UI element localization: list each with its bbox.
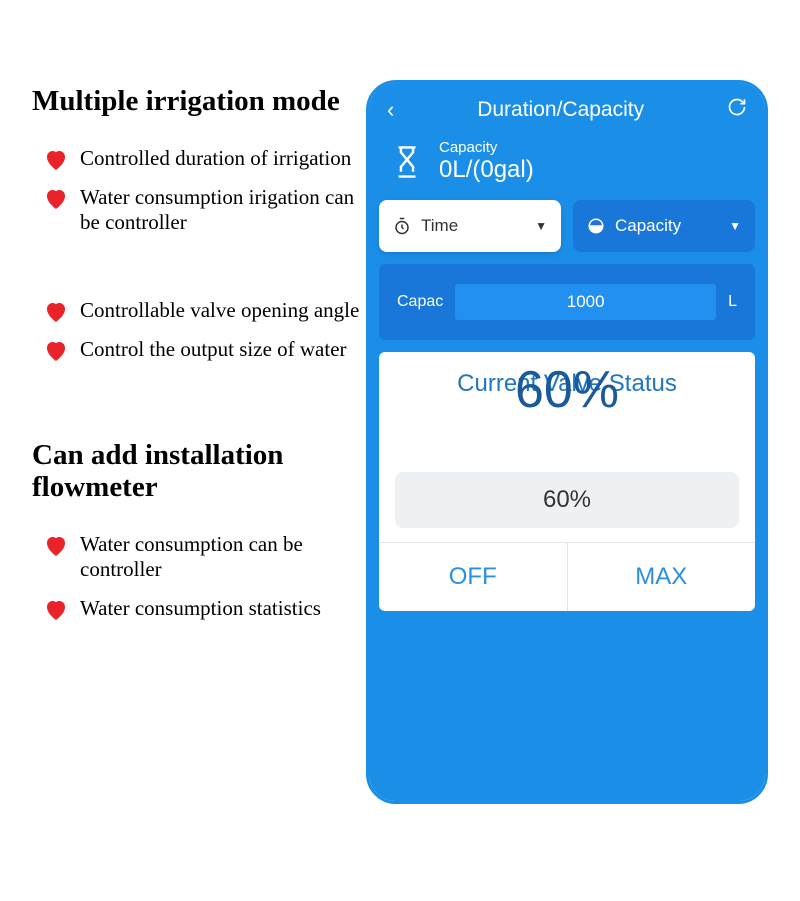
bullet-text: Water consumption can be controller xyxy=(80,532,362,582)
chevron-down-icon: ▼ xyxy=(535,219,547,233)
header-title: Duration/Capacity xyxy=(477,98,644,122)
tabs: Time ▼ Capacity ▼ xyxy=(369,200,765,252)
max-button[interactable]: MAX xyxy=(567,543,756,611)
capacity-label: Capacity xyxy=(439,139,534,156)
tab-time[interactable]: Time ▼ xyxy=(379,200,561,252)
phone-mockup: ‹ Duration/Capacity Capacity 0L/(0gal) T… xyxy=(366,80,768,804)
bullet-item: Water consumption statistics xyxy=(32,596,362,621)
tab-time-label: Time xyxy=(421,216,525,236)
bullet-item: Water consumption can be controller xyxy=(32,532,362,582)
chevron-down-icon: ▼ xyxy=(729,219,741,233)
hourglass-icon xyxy=(389,144,425,180)
capacity-input-panel: Capac 1000 L xyxy=(379,264,755,340)
bullet-item: Controllable valve opening angle xyxy=(32,298,362,323)
tab-capacity-label: Capacity xyxy=(615,216,719,236)
capacity-input[interactable]: 1000 xyxy=(455,284,716,320)
tab-capacity[interactable]: Capacity ▼ xyxy=(573,200,755,252)
off-button[interactable]: OFF xyxy=(379,543,567,611)
app-header: ‹ Duration/Capacity xyxy=(369,83,765,133)
section-title-2: Can add installation flowmeter xyxy=(32,440,362,504)
section-irrigation: Multiple irrigation mode Controlled dura… xyxy=(32,85,362,362)
bullet-text: Water consumption irigation can be contr… xyxy=(80,185,362,235)
bullet-text: Control the output size of water xyxy=(80,337,347,362)
refresh-icon[interactable] xyxy=(727,97,747,123)
section-title-1: Multiple irrigation mode xyxy=(32,85,362,118)
bullet-item: Control the output size of water xyxy=(32,337,362,362)
bullet-text: Controlled duration of irrigation xyxy=(80,146,351,171)
valve-buttons: OFF MAX xyxy=(379,542,755,611)
heart-icon xyxy=(44,535,68,557)
bullet-item: Controlled duration of irrigation xyxy=(32,146,362,171)
capacity-field-label: Capac xyxy=(397,293,443,311)
valve-status-panel: Current Valve Status 60% 60% OFF MAX xyxy=(379,352,755,611)
heart-icon xyxy=(44,188,68,210)
capacity-summary: Capacity 0L/(0gal) xyxy=(369,133,765,200)
heart-icon xyxy=(44,149,68,171)
bullet-text: Controllable valve opening angle xyxy=(80,298,359,323)
heart-icon xyxy=(44,340,68,362)
capacity-value: 0L/(0gal) xyxy=(439,156,534,184)
back-icon[interactable]: ‹ xyxy=(387,97,394,123)
clock-icon xyxy=(393,217,411,235)
section-flowmeter: Can add installation flowmeter Water con… xyxy=(32,440,362,621)
valve-slider[interactable]: 60% xyxy=(395,472,739,528)
capacity-unit: L xyxy=(728,293,737,311)
valve-percent: 60% xyxy=(395,360,739,420)
capacity-icon xyxy=(587,217,605,235)
bullet-text: Water consumption statistics xyxy=(80,596,321,621)
heart-icon xyxy=(44,599,68,621)
heart-icon xyxy=(44,301,68,323)
bullet-item: Water consumption irigation can be contr… xyxy=(32,185,362,235)
